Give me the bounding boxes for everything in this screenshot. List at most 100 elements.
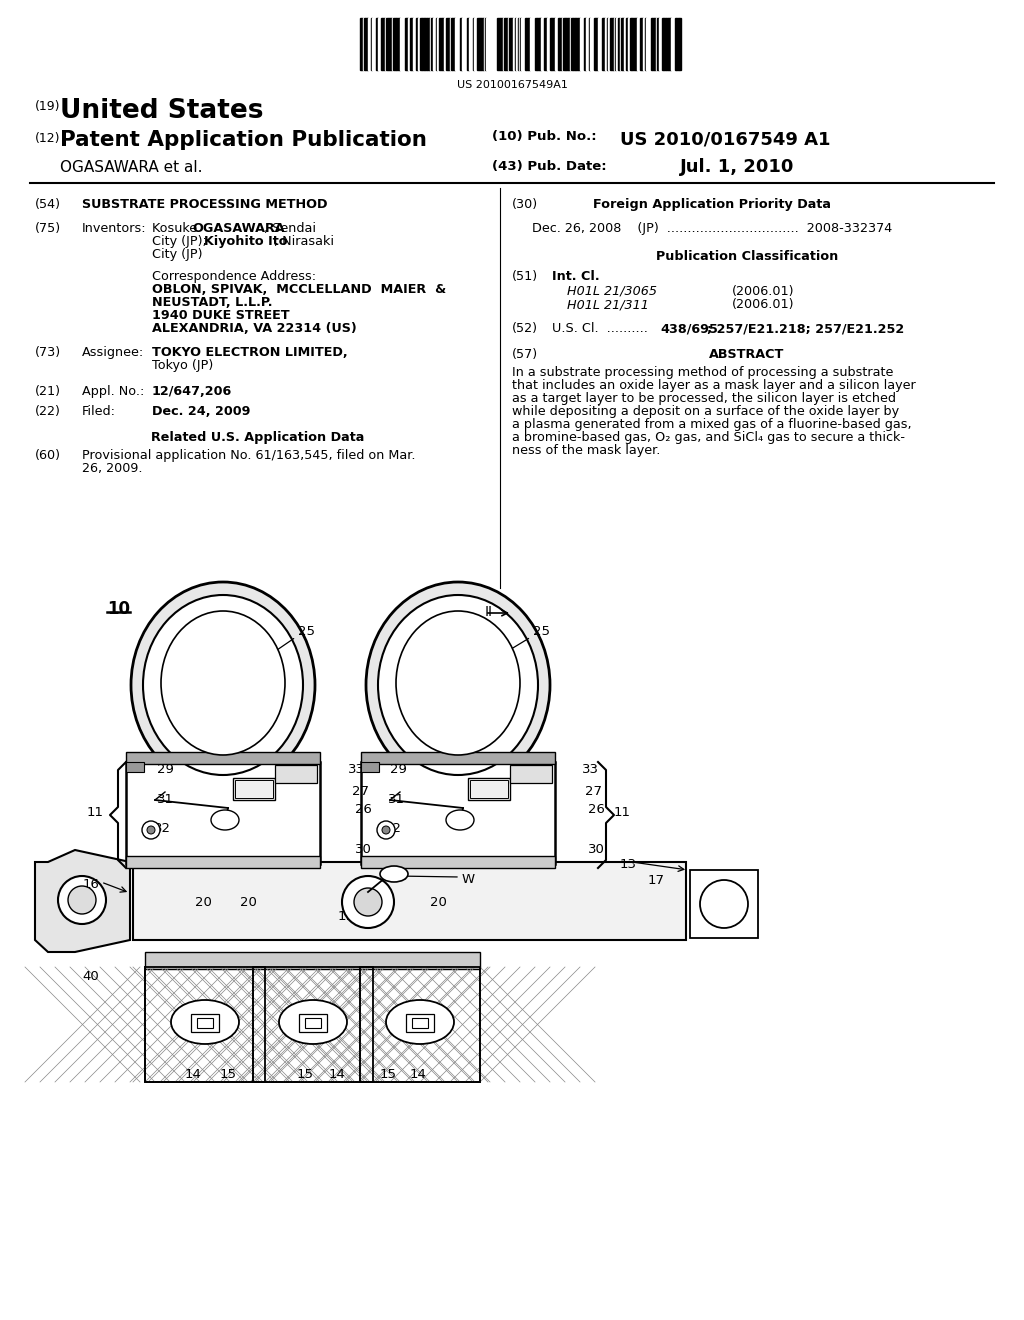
Bar	[603, 18, 605, 70]
Bar	[481, 18, 483, 70]
Text: 40: 40	[82, 970, 99, 983]
Ellipse shape	[380, 866, 408, 882]
Bar	[590, 18, 592, 70]
Bar	[361, 762, 555, 865]
Bar	[253, 968, 373, 1082]
Bar	[396, 18, 399, 70]
Bar	[386, 18, 388, 70]
Text: 1940 DUKE STREET: 1940 DUKE STREET	[152, 309, 290, 322]
Text: (73): (73)	[35, 346, 61, 359]
Text: that includes an oxide layer as a mask layer and a silicon layer: that includes an oxide layer as a mask l…	[512, 379, 915, 392]
Bar	[528, 18, 530, 70]
Bar	[672, 18, 675, 70]
Text: US 20100167549A1: US 20100167549A1	[457, 81, 567, 90]
Text: NEUSTADT, L.L.P.: NEUSTADT, L.L.P.	[152, 296, 272, 309]
Bar	[526, 18, 528, 70]
Text: (12): (12)	[35, 132, 60, 145]
Text: 26: 26	[588, 803, 605, 816]
Circle shape	[354, 888, 382, 916]
Text: while depositing a deposit on a surface of the oxide layer by: while depositing a deposit on a surface …	[512, 405, 899, 418]
Bar	[640, 18, 643, 70]
Text: (30): (30)	[512, 198, 539, 211]
Text: ALEXANDRIA, VA 22314 (US): ALEXANDRIA, VA 22314 (US)	[152, 322, 356, 335]
Bar	[361, 762, 379, 772]
Bar	[449, 18, 450, 70]
Bar	[501, 18, 503, 70]
Bar	[191, 1014, 219, 1032]
Bar	[446, 18, 449, 70]
Bar	[599, 18, 601, 70]
Text: (19): (19)	[35, 100, 60, 114]
Bar	[563, 18, 565, 70]
Text: City (JP);: City (JP);	[152, 235, 211, 248]
Bar	[566, 18, 568, 70]
Text: 11: 11	[614, 805, 631, 818]
Bar	[452, 18, 454, 70]
Bar	[608, 18, 610, 70]
Text: 15: 15	[380, 1068, 396, 1081]
Bar	[403, 18, 406, 70]
Bar	[233, 777, 275, 800]
Bar	[422, 18, 424, 70]
Bar	[490, 18, 493, 70]
Text: 13: 13	[620, 858, 637, 871]
Ellipse shape	[386, 1001, 454, 1044]
Circle shape	[58, 876, 106, 924]
Text: 33: 33	[582, 763, 599, 776]
Text: City (JP): City (JP)	[152, 248, 203, 261]
Bar	[575, 18, 578, 70]
Bar	[470, 18, 473, 70]
Bar	[568, 18, 570, 70]
Bar	[416, 18, 418, 70]
Text: 32: 32	[385, 822, 402, 836]
Bar	[513, 18, 515, 70]
Bar	[462, 18, 465, 70]
Bar	[145, 952, 480, 969]
Text: 14: 14	[410, 1068, 426, 1081]
Text: (54): (54)	[35, 198, 61, 211]
Bar	[368, 18, 370, 70]
Text: ; 257/E21.218; 257/E21.252: ; 257/E21.218; 257/E21.252	[707, 322, 904, 335]
Text: 30: 30	[588, 843, 605, 855]
Bar	[433, 18, 436, 70]
Text: (21): (21)	[35, 385, 61, 399]
Bar	[361, 855, 555, 869]
Text: Foreign Application Priority Data: Foreign Application Priority Data	[593, 198, 831, 211]
Text: 14: 14	[329, 1068, 345, 1081]
Bar	[412, 1018, 428, 1028]
Text: a plasma generated from a mixed gas of a fluorine-based gas,: a plasma generated from a mixed gas of a…	[512, 418, 911, 432]
Text: U.S. Cl.  ..........: U.S. Cl. ..........	[552, 322, 656, 335]
Ellipse shape	[279, 1001, 347, 1044]
Bar	[411, 18, 413, 70]
Circle shape	[342, 876, 394, 928]
Text: as a target layer to be processed, the silicon layer is etched: as a target layer to be processed, the s…	[512, 392, 896, 405]
Ellipse shape	[143, 595, 303, 775]
Bar	[406, 1014, 434, 1032]
Bar	[624, 18, 626, 70]
Ellipse shape	[131, 582, 315, 788]
Bar	[361, 18, 362, 70]
Bar	[511, 18, 513, 70]
Polygon shape	[35, 850, 130, 952]
Text: OGASAWARA: OGASAWARA	[193, 222, 285, 235]
Text: 33: 33	[348, 763, 365, 776]
Text: Correspondence Address:: Correspondence Address:	[152, 271, 316, 282]
Circle shape	[700, 880, 748, 928]
Text: ABSTRACT: ABSTRACT	[710, 348, 784, 360]
Bar	[610, 18, 613, 70]
Text: II: II	[485, 605, 493, 619]
Text: Kiyohito Ito: Kiyohito Ito	[204, 235, 288, 248]
Text: ness of the mask layer.: ness of the mask layer.	[512, 444, 660, 457]
Ellipse shape	[171, 1001, 239, 1044]
Bar	[126, 762, 144, 772]
Bar	[587, 18, 589, 70]
Text: 27: 27	[352, 785, 369, 799]
Bar	[521, 18, 523, 70]
Bar	[679, 18, 681, 70]
Ellipse shape	[378, 595, 538, 775]
Text: Int. Cl.: Int. Cl.	[552, 271, 600, 282]
Bar	[365, 18, 367, 70]
Text: a bromine-based gas, O₂ gas, and SiCl₄ gas to secure a thick-: a bromine-based gas, O₂ gas, and SiCl₄ g…	[512, 432, 905, 444]
Text: US 2010/0167549 A1: US 2010/0167549 A1	[620, 129, 830, 148]
Text: (57): (57)	[512, 348, 539, 360]
